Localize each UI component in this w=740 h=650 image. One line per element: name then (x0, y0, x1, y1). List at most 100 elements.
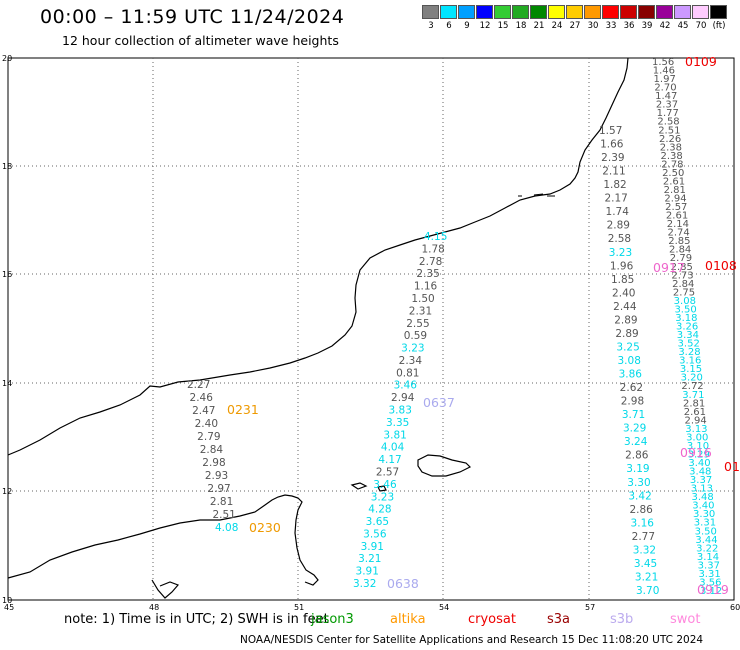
wave-height-label: 3.08 (618, 355, 641, 367)
legend-swatch (530, 5, 547, 19)
legend-swatch (674, 5, 691, 19)
legend-swatch (638, 5, 655, 19)
x-tick-label: 57 (585, 603, 595, 612)
legend-swatch (548, 5, 565, 19)
pass-time-label: 0637 (423, 395, 455, 410)
legend-label: 30 (587, 21, 599, 31)
y-tick-label: 10 (2, 596, 12, 605)
wave-height-label: 2.17 (604, 193, 627, 205)
wave-height-label: 3.48 (691, 492, 713, 503)
map-title: 00:00 – 11:59 UTC 11/24/2024 (40, 6, 345, 28)
legend-swatch (440, 5, 457, 19)
wave-height-label: 2.46 (190, 392, 214, 404)
wave-height-label: 2.98 (202, 457, 225, 469)
wave-height-label: 3.65 (366, 516, 389, 528)
wave-height-label: 1.74 (606, 206, 630, 218)
wave-height-label: 2.40 (612, 287, 635, 299)
satellite-name: altika (390, 612, 426, 627)
wave-height-label: 2.39 (601, 152, 624, 164)
legend-label: 9 (464, 21, 470, 31)
wave-height-label: 2.40 (195, 418, 218, 430)
wave-height-label: 3.15 (680, 364, 702, 375)
wave-height-label: 2.78 (661, 159, 683, 170)
wave-height-label: 2.47 (192, 405, 215, 417)
pass-time-label: 01 (724, 459, 740, 474)
wave-height-label: 3.13 (685, 424, 707, 435)
wave-height-label: 3.31 (698, 569, 720, 580)
wave-height-label: 1.96 (610, 260, 634, 272)
wave-height-label: 2.26 (659, 134, 681, 145)
pass-time-label: 0108 (705, 258, 737, 273)
wave-height-label: 1.56 (652, 57, 674, 68)
wave-height-label: 3.40 (692, 501, 714, 512)
wave-height-label: 2.14 (667, 219, 689, 230)
wave-height-label: 2.11 (602, 166, 625, 178)
legend-label: 70 (695, 21, 707, 31)
legend-swatch (656, 5, 673, 19)
wave-height-label: 4.17 (378, 454, 401, 466)
wave-height-label: 2.34 (399, 355, 423, 367)
legend-swatch (602, 5, 619, 19)
wave-height-label: 3.31 (694, 518, 716, 529)
wave-height-label: 3.34 (677, 330, 699, 341)
legend-label: 36 (623, 21, 635, 31)
wave-height-label: 1.78 (421, 243, 444, 255)
satellite-name: jason3 (311, 612, 354, 627)
wave-height-label: 3.12 (700, 586, 722, 597)
wave-height-label: 1.57 (599, 125, 622, 137)
wave-height-label: 2.84 (669, 245, 691, 256)
wave-height-label: 2.57 (665, 202, 687, 213)
legend-label: 21 (533, 21, 545, 31)
wave-height-label: 3.44 (695, 535, 717, 546)
wave-height-label: 2.79 (670, 253, 692, 264)
legend-label: 39 (641, 21, 653, 31)
wave-height-label: 2.97 (207, 483, 230, 495)
wave-height-label: 3.30 (627, 477, 650, 489)
legend-labels: 3 6 9 12 15 18 21 24 27 30 33 36 39 42 45 70 (ft) (422, 21, 728, 31)
wave-height-label: 4.15 (424, 231, 447, 243)
wave-height-label: 2.77 (632, 531, 655, 543)
satellite-name: s3b (610, 612, 634, 627)
wave-height-label: 3.86 (619, 369, 643, 381)
wave-height-label: 3.14 (697, 552, 719, 563)
wave-height-label: 3.48 (689, 467, 711, 478)
wave-height-label: 1.47 (655, 91, 677, 102)
wave-height-label: 3.32 (633, 544, 656, 556)
legend-swatch (566, 5, 583, 19)
legend-swatch (692, 5, 709, 19)
legend-swatch (620, 5, 637, 19)
wave-height-label: 2.50 (662, 168, 684, 179)
legend-swatch (422, 5, 439, 19)
legend-swatch (710, 5, 727, 19)
wave-height-label: 3.91 (361, 541, 384, 553)
wave-height-label: 1.77 (657, 108, 679, 119)
footnote: note: 1) Time is in UTC; 2) SWH is in fe… (64, 612, 329, 627)
wave-height-label: 3.16 (679, 356, 701, 367)
legend-swatch (476, 5, 493, 19)
wave-height-label: 3.23 (609, 247, 632, 259)
wave-height-label: 3.23 (401, 343, 424, 355)
wave-height-label: 2.72 (681, 381, 703, 392)
coastline-lower (7, 494, 319, 586)
wave-height-label: 3.24 (624, 436, 648, 448)
legend-label: 45 (677, 21, 689, 31)
satellite-name: swot (670, 612, 701, 627)
island-small-3 (518, 193, 555, 197)
legend-label: 12 (479, 21, 491, 31)
wave-height-label: 2.61 (684, 407, 706, 418)
wave-height-label: 3.83 (389, 405, 412, 417)
wave-height-label: 3.37 (690, 475, 712, 486)
wave-height-label: 3.21 (358, 553, 381, 565)
wave-height-label: 2.61 (663, 176, 685, 187)
wave-height-label: 3.71 (682, 390, 704, 401)
pass-time-label: 0917 (653, 260, 685, 275)
x-tick-label: 48 (149, 603, 159, 612)
legend-label: 33 (605, 21, 617, 31)
island-socotra (417, 454, 472, 477)
wave-height-label: 3.42 (628, 490, 651, 502)
wave-height-label: 3.56 (699, 577, 721, 588)
wave-height-label: 3.52 (678, 339, 700, 350)
legend-label: 3 (428, 21, 434, 31)
wave-height-label: 3.19 (626, 463, 649, 475)
wave-height-label: 3.32 (353, 578, 376, 590)
